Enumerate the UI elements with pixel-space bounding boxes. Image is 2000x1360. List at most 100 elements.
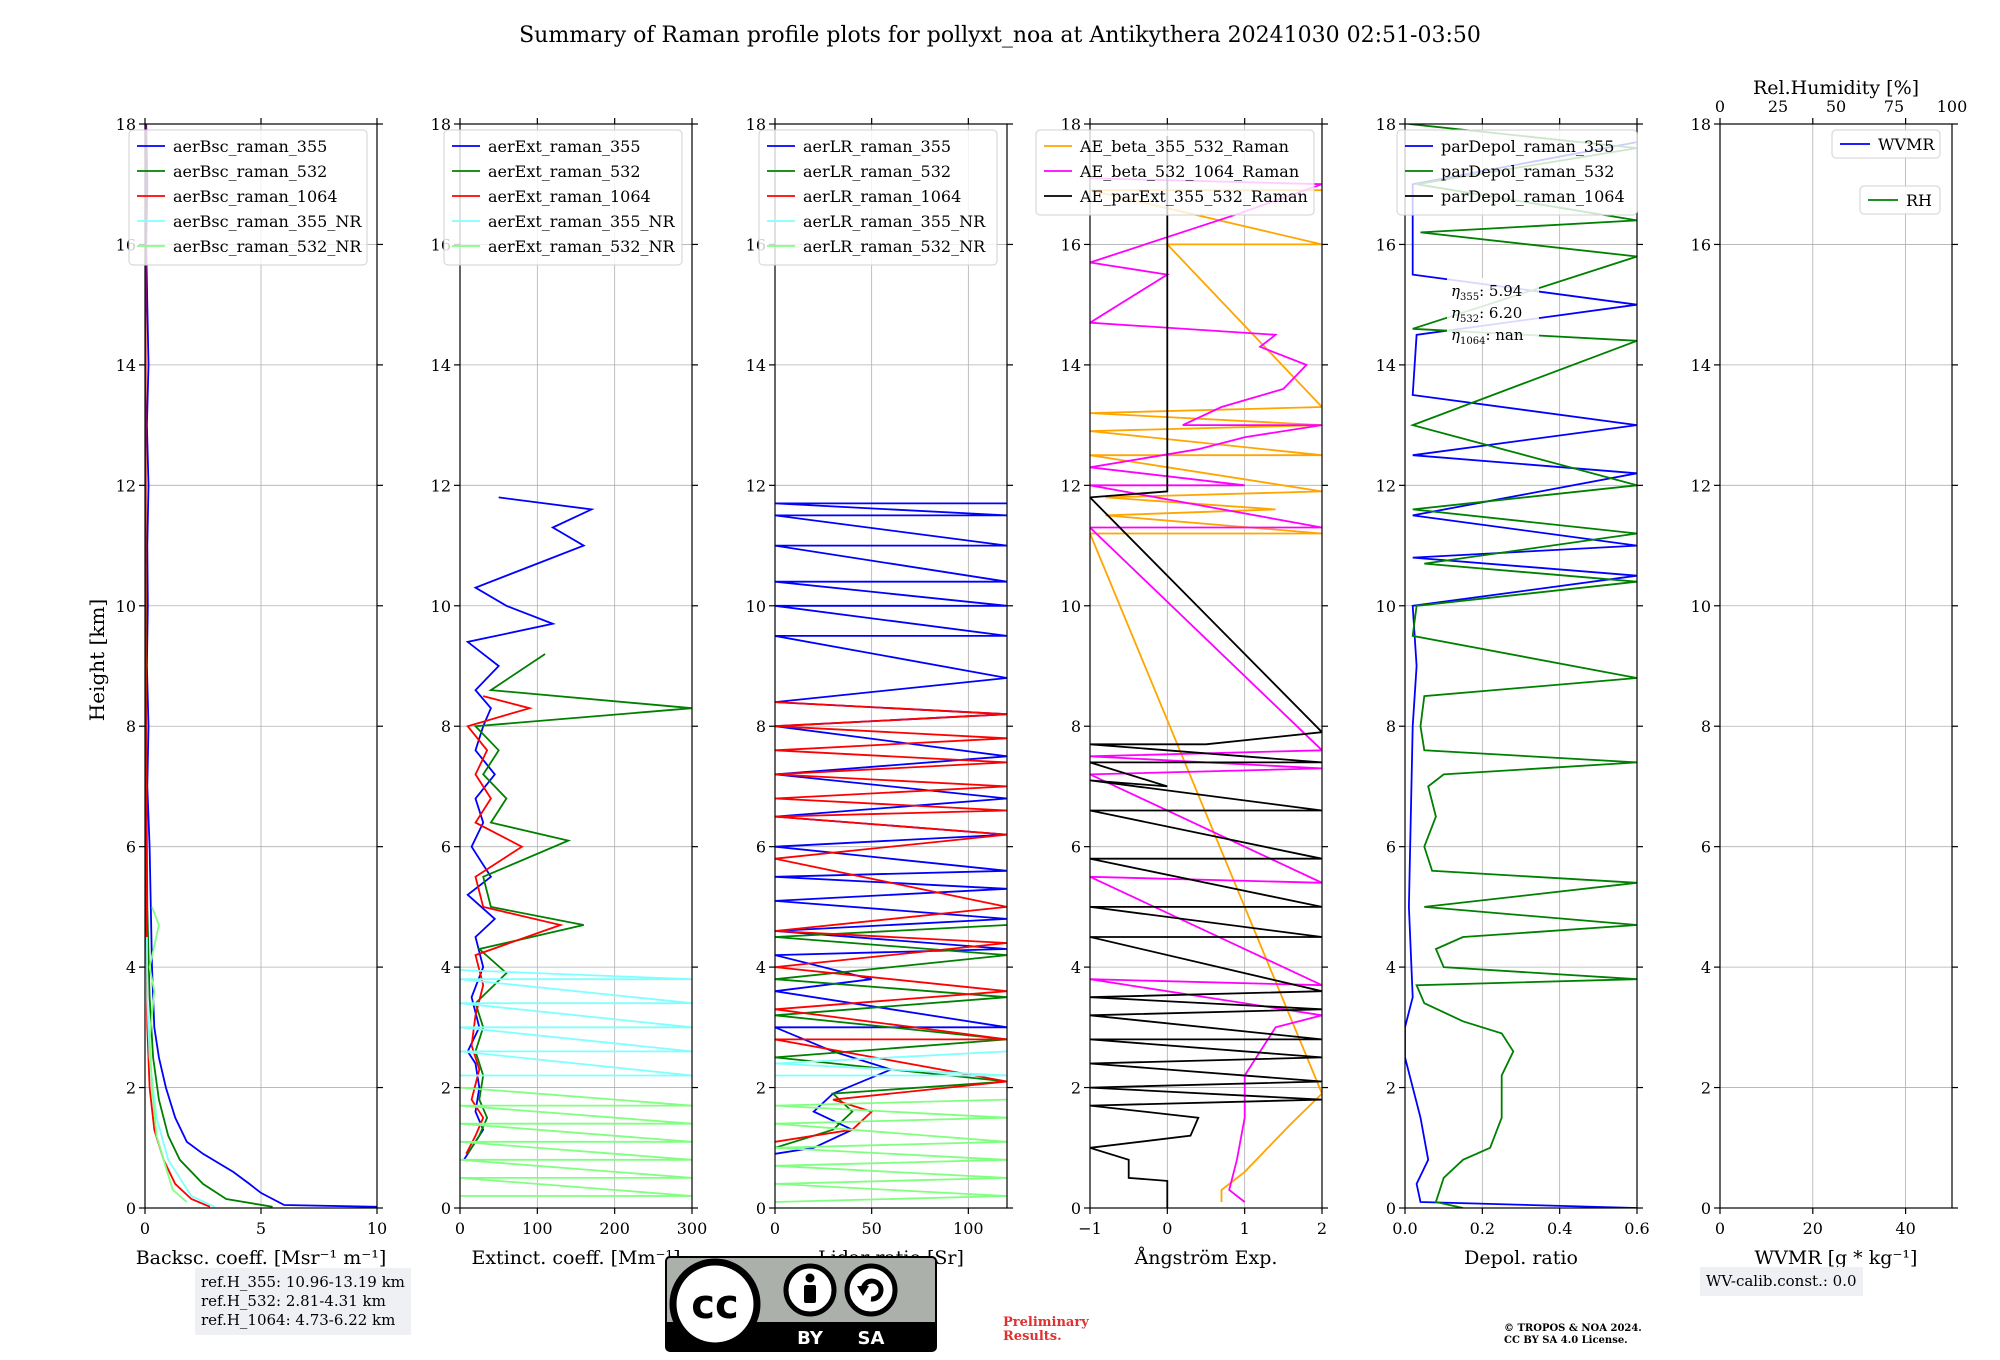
series-line-aerLR_raman_355 (775, 502, 1007, 1155)
y-tick-label: 10 (1691, 597, 1711, 616)
series-line-aerLR_raman_532 (775, 924, 1007, 1149)
legend-frame (1035, 129, 1315, 216)
legend-entry: aerExt_raman_532_NR (488, 237, 676, 256)
series-line-parDepol_raman_355 (1405, 141, 1637, 1208)
legend: AE_beta_355_532_Raman AE_beta_532_1064_Ra… (1035, 129, 1315, 216)
x-tick-label: 20 (1803, 1219, 1823, 1238)
eta-label-e1064: η1064: nan (1451, 326, 1524, 347)
top-tick-label: 100 (1937, 97, 1968, 116)
x-axis-label: Extinct. coeff. [Mm⁻¹] (471, 1247, 680, 1269)
plot-frame (774, 123, 1008, 1209)
y-tick-label: 0 (1386, 1199, 1396, 1218)
legend-entry: parDepol_raman_355 (1441, 137, 1614, 156)
cc-circle-icon (669, 1258, 761, 1350)
series-line-aerLR_raman_1064 (775, 701, 1007, 1143)
y-tick-label: 4 (126, 958, 136, 977)
top-axis-label: Rel.Humidity [%] (1753, 77, 1919, 99)
series-line-AE_beta_355_532_Raman (1090, 189, 1322, 1202)
x-tick-label: 0.2 (1470, 1219, 1495, 1238)
x-tick-label: 0.6 (1624, 1219, 1649, 1238)
y-tick-label: 14 (116, 356, 136, 375)
x-axis-label: Ångström Exp. (1134, 1247, 1278, 1269)
y-tick-label: 14 (1691, 356, 1711, 375)
y-tick-label: 12 (1376, 476, 1396, 495)
share-alike-icon (844, 1263, 898, 1317)
y-tick-label: 0 (441, 1199, 451, 1218)
x-tick-label: −1 (1078, 1219, 1102, 1238)
y-tick-label: 0 (1071, 1199, 1081, 1218)
x-tick-label: 100 (522, 1219, 553, 1238)
legend-entry: parDepol_raman_1064 (1441, 187, 1625, 206)
y-tick-label: 14 (1376, 356, 1396, 375)
preliminary-line-1: Preliminary (1003, 1315, 1089, 1330)
cc-by-sa-logo: cc BY SA (665, 1256, 937, 1352)
legend-entry: parDepol_raman_532 (1441, 162, 1614, 181)
legend-entry: WVMR (1878, 135, 1935, 154)
legend-entry: aerExt_raman_355 (488, 137, 641, 156)
series-line-aerBsc_raman_355 (145, 124, 377, 1208)
legend-entry: aerBsc_raman_355 (173, 137, 327, 156)
legend-entry: aerLR_raman_1064 (803, 187, 961, 206)
plot-frame (1719, 123, 1953, 1209)
wv-calibration-text: WV-calib.const.: 0.0 (1706, 1272, 1857, 1290)
legend: aerLR_raman_355 aerLR_raman_532 aerLR_rama… (758, 129, 998, 266)
x-tick-label: 100 (953, 1219, 984, 1238)
y-tick-label: 6 (1386, 838, 1396, 857)
y-tick-label: 10 (1376, 597, 1396, 616)
x-tick-label: 0 (140, 1219, 150, 1238)
series-line-aerExt_raman_1064 (465, 695, 564, 1155)
x-tick-label: 300 (677, 1219, 708, 1238)
eta-label-e355: η355: 5.94 (1451, 282, 1522, 303)
x-tick-label: 0 (1162, 1219, 1172, 1238)
x-tick-label: 1 (1240, 1219, 1250, 1238)
x-tick-label: 0 (1715, 1219, 1725, 1238)
series-line-aerExt_raman_532 (466, 653, 692, 1155)
wv-calibration-box: WV-calib.const.: 0.0 (1700, 1267, 1863, 1296)
y-tick-label: 16 (1691, 235, 1711, 254)
y-tick-label: 18 (1691, 115, 1711, 134)
y-tick-label: 12 (431, 476, 451, 495)
legend-entry: AE_parExt_355_532_Raman (1079, 187, 1308, 206)
panel-lr: 024681012141618050100Lidar ratio [Sr]aer… (746, 115, 1013, 1269)
y-tick-label: 6 (1701, 838, 1711, 857)
y-tick-label: 8 (1701, 717, 1711, 736)
top-tick-label: 75 (1884, 97, 1904, 116)
legend-entry: aerBsc_raman_1064 (173, 187, 338, 206)
cc-logo-text: cc (691, 1282, 738, 1328)
y-tick-label: 18 (1376, 115, 1396, 134)
y-tick-label: 10 (1061, 597, 1081, 616)
x-axis-label: Depol. ratio (1464, 1247, 1578, 1269)
x-tick-label: 5 (256, 1219, 266, 1238)
y-axis-label: Height [km] (85, 599, 109, 721)
y-tick-label: 6 (126, 838, 136, 857)
legend-entry: AE_beta_532_1064_Raman (1079, 162, 1299, 181)
y-tick-label: 8 (1386, 717, 1396, 736)
y-tick-label: 16 (1376, 235, 1396, 254)
y-tick-label: 8 (756, 717, 766, 736)
y-tick-label: 4 (1701, 958, 1711, 977)
y-tick-label: 6 (441, 838, 451, 857)
legend-frame (128, 129, 368, 266)
x-axis-label: WVMR [g * kg⁻¹] (1755, 1247, 1918, 1269)
legend-WVMR: WVMR (1831, 129, 1941, 159)
y-tick-label: 4 (756, 958, 766, 977)
legend: parDepol_raman_355 parDepol_raman_532 parD… (1396, 129, 1638, 216)
y-tick-label: 2 (1386, 1079, 1396, 1098)
y-tick-label: 2 (1071, 1079, 1081, 1098)
top-tick-label: 0 (1715, 97, 1725, 116)
eta-label-e532: η532: 6.20 (1451, 304, 1522, 325)
series-line-aerLR_raman_355_NR (775, 1050, 1007, 1077)
y-tick-label: 12 (1061, 476, 1081, 495)
y-tick-label: 2 (1701, 1079, 1711, 1098)
x-tick-label: 2 (1317, 1219, 1327, 1238)
legend-entry: aerExt_raman_1064 (488, 187, 651, 206)
series-line-aerExt_raman_355_NR (460, 969, 692, 1077)
legend-RH: RH (1859, 185, 1941, 215)
plot-frame (1404, 123, 1638, 1209)
series-group (1090, 136, 1322, 1208)
y-tick-label: 6 (1071, 838, 1081, 857)
ref-height-1064: ref.H_1064: 4.73-6.22 km (201, 1311, 396, 1329)
